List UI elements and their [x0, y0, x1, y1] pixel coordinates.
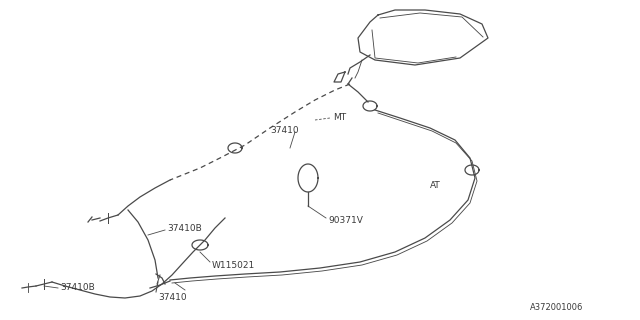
Text: AT: AT [430, 180, 441, 189]
Text: 37410B: 37410B [60, 283, 95, 292]
Text: MT: MT [333, 113, 346, 122]
Text: 37410: 37410 [158, 293, 187, 302]
Text: 90371V: 90371V [328, 215, 363, 225]
Text: 37410B: 37410B [167, 223, 202, 233]
Text: A372001006: A372001006 [530, 303, 584, 312]
Text: W115021: W115021 [212, 260, 255, 269]
Text: 37410: 37410 [270, 125, 299, 134]
